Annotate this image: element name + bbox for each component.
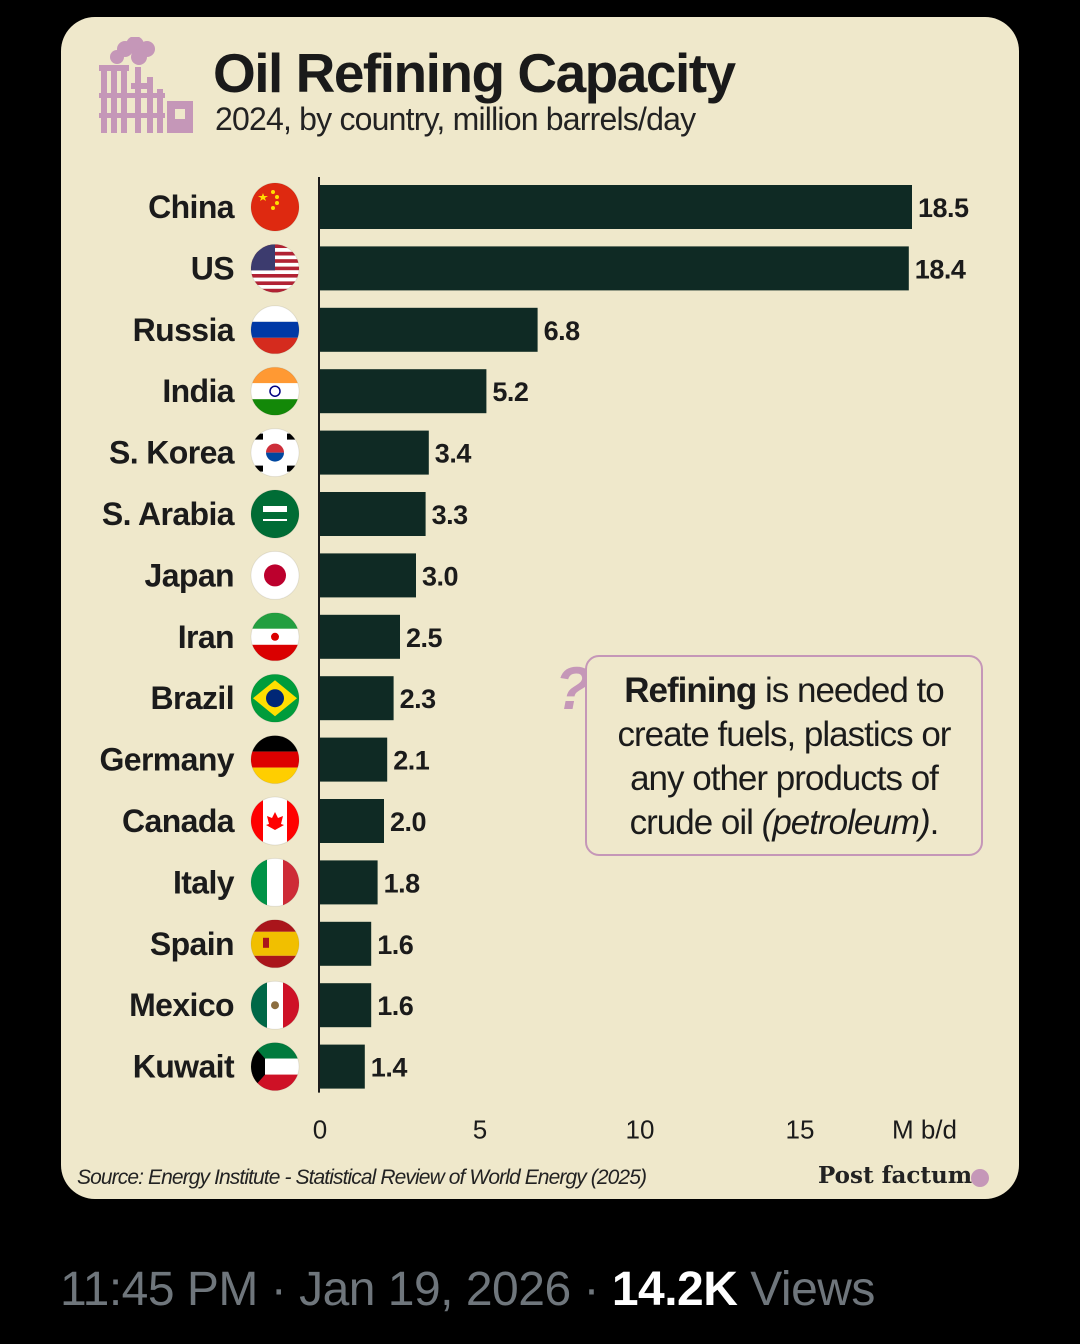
note-end: . [929, 803, 940, 842]
value-label: 18.4 [915, 254, 966, 284]
bar-brazil [320, 676, 394, 721]
category-label: Spain [150, 926, 234, 962]
bar-s-korea [320, 430, 429, 475]
value-label: 3.0 [422, 561, 458, 591]
germany-flag-icon [250, 735, 300, 785]
russia-flag-icon [250, 305, 300, 355]
views-count[interactable]: 14.2K [611, 1263, 738, 1316]
bar-japan [320, 553, 416, 598]
iran-flag-icon [250, 612, 300, 662]
bar-mexico [320, 983, 372, 1028]
bar-china [320, 185, 912, 229]
note-bold: Refining [624, 671, 757, 710]
value-label: 2.5 [406, 623, 443, 653]
category-label: Canada [122, 803, 235, 839]
italy-flag-icon [250, 857, 300, 907]
value-label: 2.3 [400, 684, 437, 714]
meta-separator: · [270, 1263, 287, 1316]
india-flag-icon [250, 366, 300, 416]
category-label: China [148, 189, 235, 225]
factory-icon [99, 37, 193, 133]
mexico-flag-icon [250, 980, 300, 1030]
chart-subtitle: 2024, by country, million barrels/day [215, 101, 696, 137]
infographic-card: Oil Refining Capacity 2024, by country, … [61, 17, 1019, 1199]
category-label: Japan [145, 557, 235, 593]
value-label: 2.0 [390, 807, 426, 837]
category-label: Germany [99, 742, 234, 778]
category-label: S. Arabia [102, 496, 235, 532]
value-label: 3.3 [432, 500, 469, 530]
bar-canada [320, 799, 384, 843]
bar-iran [320, 614, 400, 659]
category-label: India [162, 373, 234, 409]
category-label: Iran [178, 619, 234, 655]
tweet-date: Jan 19, 2026 [299, 1263, 571, 1316]
japan-flag-icon [250, 550, 300, 600]
kuwait-flag-icon [250, 1042, 300, 1092]
china-flag-icon [250, 182, 300, 232]
category-label: Italy [173, 864, 235, 900]
category-label: US [191, 250, 235, 286]
value-label: 6.8 [544, 316, 581, 346]
value-label: 1.4 [371, 1053, 408, 1083]
meta-separator: · [583, 1263, 599, 1316]
x-tick-label: 15 [786, 1115, 815, 1145]
bar-italy [320, 860, 378, 905]
canada-flag-icon [250, 796, 300, 846]
bar-russia [320, 307, 538, 352]
saudi-arabia-flag-icon [250, 489, 300, 539]
bar-india [320, 369, 487, 414]
brand-mark-icon [971, 1169, 989, 1187]
x-tick-label: 5 [473, 1115, 487, 1145]
x-axis-unit-label: M b/d [892, 1115, 957, 1145]
note-italic: (petroleum) [761, 803, 931, 842]
tweet-time: 11:45 PM [60, 1263, 258, 1316]
us-flag-icon [250, 243, 300, 293]
chart-title: Oil Refining Capacity [213, 42, 736, 104]
value-label: 2.1 [393, 746, 430, 776]
value-label: 5.2 [492, 377, 528, 407]
tweet-metadata: 11:45 PM · Jan 19, 2026 · 14.2K Views [60, 1262, 875, 1317]
value-label: 1.6 [377, 930, 414, 960]
value-label: 3.4 [435, 439, 472, 469]
info-note: Refining is needed to create fuels, plas… [585, 655, 983, 856]
bar-us [320, 246, 909, 291]
note-body: is needed to create fuels, plastics or a… [617, 671, 952, 842]
bar-germany [320, 737, 388, 782]
brazil-flag-icon [250, 673, 300, 723]
category-label: Mexico [129, 987, 234, 1023]
category-label: Russia [133, 312, 235, 348]
source-citation: Source: Energy Institute - Statistical R… [77, 1166, 647, 1189]
x-tick-label: 10 [626, 1115, 655, 1145]
bar-s-arabia [320, 492, 426, 536]
note-text: Refining is needed to create fuels, plas… [587, 669, 981, 845]
category-label: Brazil [150, 680, 234, 716]
spain-flag-icon [250, 919, 300, 969]
bar-chart: 18.5 China 18.4 US 6.8 Russia 5.2 India 3.4 S. Ko… [99, 177, 970, 1145]
value-label: 1.6 [377, 991, 414, 1021]
category-label: Kuwait [133, 1049, 235, 1085]
x-tick-label: 0 [313, 1115, 327, 1145]
bar-kuwait [320, 1044, 365, 1089]
views-label: Views [750, 1263, 875, 1316]
value-label: 18.5 [918, 193, 969, 223]
bar-spain [320, 921, 372, 966]
brand-logo-text: Post factum [818, 1162, 973, 1189]
south-korea-flag-icon [250, 428, 300, 478]
category-label: S. Korea [109, 435, 235, 471]
value-label: 1.8 [384, 868, 421, 898]
